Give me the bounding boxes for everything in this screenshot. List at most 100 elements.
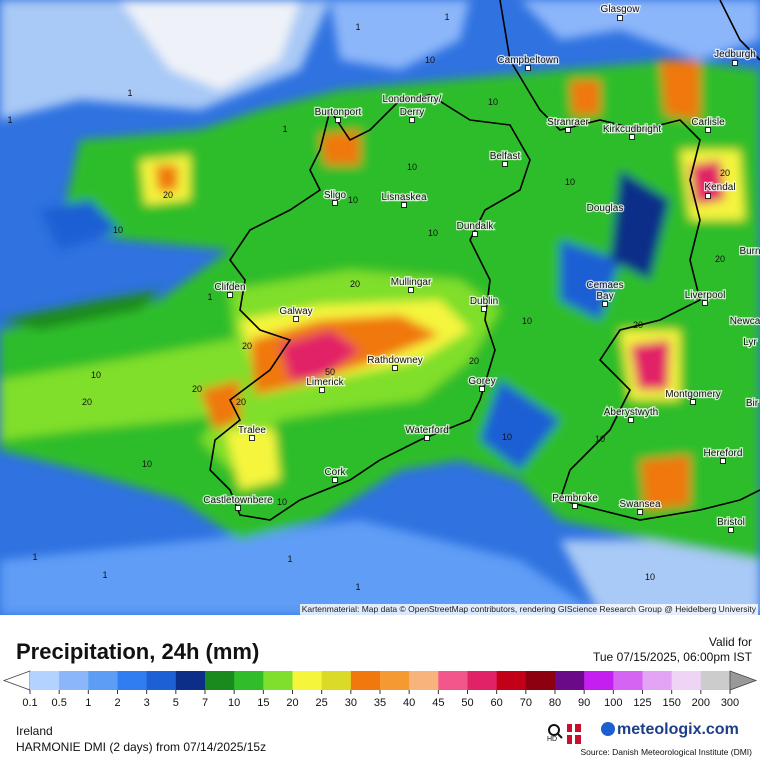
valid-label: Valid for [708,635,752,649]
place-label: Sligo [324,190,347,201]
legend-swatch [321,671,352,690]
legend-swatch [467,671,498,690]
contour-label: 1 [282,124,287,134]
place-marker [335,117,341,123]
legend-tick-label: 35 [374,697,386,709]
legend-swatch [555,671,585,690]
place-marker [720,458,726,464]
place-marker [409,117,415,123]
place-marker [332,477,338,483]
contour-label: 10 [502,432,512,442]
place-marker [332,200,338,206]
legend-tick-label: 80 [549,697,561,709]
legend-swatch [205,671,235,690]
legend-tick-label: 2 [114,697,120,709]
place-marker [690,399,696,405]
place-label: Limerick [306,377,344,388]
place-marker [293,316,299,322]
contour-label: 10 [91,370,101,380]
place-label: Cemaes [586,280,623,291]
legend-swatch [700,671,731,690]
place-marker [702,300,708,306]
place-label: Dundalk [457,221,495,232]
place-label: Stranraer [547,117,589,128]
place-label: Galway [279,306,312,317]
place-marker [401,202,407,208]
contour-label: 20 [633,320,643,330]
contour-label: 10 [425,55,435,65]
contour-label: 1 [32,552,37,562]
place-label: Douglas [587,203,624,214]
legend-tick-label: 25 [316,697,328,709]
legend-swatch [525,671,556,690]
place-label: Castletownbere [203,495,273,506]
source: Source: Danish Meteorological Institute … [580,747,753,757]
legend-tick-label: 60 [491,697,503,709]
place-label: Campbeltown [497,55,558,66]
contour-label: 10 [277,497,287,507]
place-marker [628,417,634,423]
legend-swatch [88,671,118,690]
place-label: Rathdowney [367,355,423,366]
place-marker [319,387,325,393]
place-label: Jedburgh [714,49,756,60]
place-label: Waterford [405,425,449,436]
place-marker [525,65,531,71]
legend-tick-label: 30 [345,697,357,709]
legend-swatch [584,671,614,690]
legend-swatch [438,671,468,690]
region: Ireland [16,724,53,738]
legend-tick-label: 0.5 [52,697,67,709]
place-label: Cork [324,467,346,478]
contour-label: 10 [113,225,123,235]
contour-label: 20 [469,356,479,366]
contour-label: 20 [236,397,246,407]
brand: meteologix.com [601,721,739,739]
contour-label: 20 [715,254,725,264]
place-marker [424,435,430,441]
place-marker [227,292,233,298]
legend-tick-label: 20 [286,697,298,709]
color-legend: 0.1 0.5 1 2 3 5 7 10 15 20 25 30 35 40 45 50 60 70 80 90 100… [2,670,758,709]
place-label: Derry [400,107,424,118]
place-marker [732,60,738,66]
legend-swatch [175,671,206,690]
place-marker [629,134,635,140]
place-label: Bay [596,291,613,302]
place-marker [565,127,571,133]
legend-over-arrow [729,670,758,691]
legend-swatch [671,671,702,690]
legend-swatch [117,671,148,690]
place-label: Burn [739,246,760,257]
legend-tick-label: 3 [144,697,150,709]
place-label: Kendal [704,182,735,193]
place-marker [472,231,478,237]
legend-tick-label: 200 [692,697,710,709]
place-label: Belfast [490,151,521,162]
contour-label: 1 [287,554,292,564]
precip-field [0,0,760,615]
place-label: Carlisle [691,117,725,128]
legend-swatch [642,671,673,690]
contour-label: 20 [163,190,173,200]
place-marker [617,15,623,21]
place-label: Burtonport [315,107,362,118]
place-marker [602,301,608,307]
contour-label: 10 [645,572,655,582]
legend-swatch [234,671,264,690]
place-label: Tralee [238,425,266,436]
place-label: Glasgow [601,4,641,15]
contour-label: 10 [488,97,498,107]
legend-swatch [30,671,60,690]
contour-label: 10 [348,195,358,205]
legend-tick-label: 7 [202,697,208,709]
legend-swatch [350,671,381,690]
brand-icon [601,722,615,736]
legend-under-arrow [2,670,31,691]
legend-tick-label: 70 [520,697,532,709]
place-label: Bristol [717,517,745,528]
legend-swatch [613,671,643,690]
contour-label: 10 [428,228,438,238]
contour-label: 10 [522,316,532,326]
place-label: Mullingar [391,277,432,288]
